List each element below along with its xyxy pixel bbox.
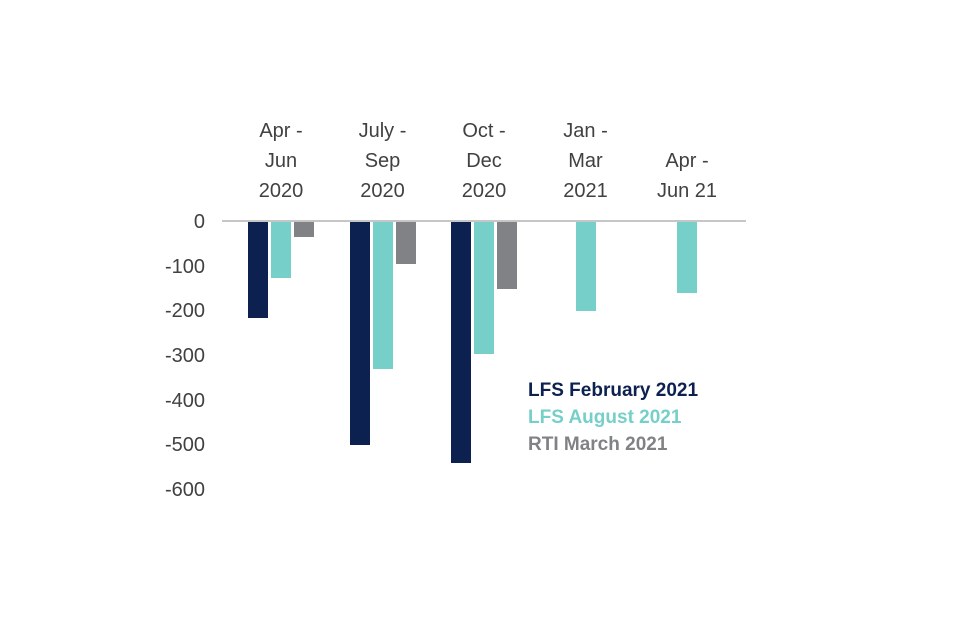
x-axis-label-july-2020: July - Sep 2020	[358, 120, 407, 202]
bar-rti-march-2021-group-2	[395, 222, 416, 264]
bar-lfs-february-2021-group-2	[349, 222, 370, 445]
x-axis-label-apr-jun-21: Apr - Jun 21	[656, 150, 718, 202]
x-axis-label-jan-2021: Jan - Mar 2021	[563, 120, 608, 202]
y-axis-tick-label-minus-500: -500	[164, 434, 205, 456]
zero-baseline	[222, 220, 746, 222]
y-axis-tick-label-minus-400: -400	[164, 390, 205, 412]
x-axis-label-oct-2020: Oct - Dec 2020	[461, 120, 507, 202]
bar-rti-march-2021-group-3	[497, 222, 517, 289]
y-axis-tick-label-0: 0	[193, 211, 205, 233]
bar-lfs-february-2021-group-3	[451, 222, 471, 463]
y-axis-tick-label-minus-200: -200	[164, 300, 205, 322]
legend: LFS February 2021 LFS August 2021 RTI Ma…	[528, 377, 698, 458]
y-axis-tick-label-minus-100: -100	[164, 256, 205, 278]
y-axis-tick-label-minus-300: -300	[164, 345, 205, 367]
y-axis-tick-label-minus-600: -600	[164, 479, 205, 501]
legend-item-lfs-august-2021: LFS August 2021	[528, 407, 682, 428]
legend-item-rti-march-2021: RTI March 2021	[528, 434, 668, 455]
bar-lfs-august-2021-group-4	[575, 222, 596, 311]
bar-lfs-august-2021-group-2	[372, 222, 393, 369]
legend-item-lfs-february-2021: LFS February 2021	[528, 380, 699, 401]
bar-lfs-august-2021-group-5	[677, 222, 697, 293]
bar-rti-march-2021-group-1	[294, 222, 314, 237]
bar-lfs-august-2021-group-3	[474, 222, 494, 354]
bar-lfs-february-2021-group-1	[248, 222, 268, 318]
bar-lfs-august-2021-group-1	[271, 222, 291, 278]
x-axis-label-apr-2020: Apr - Jun 2020	[258, 120, 304, 202]
